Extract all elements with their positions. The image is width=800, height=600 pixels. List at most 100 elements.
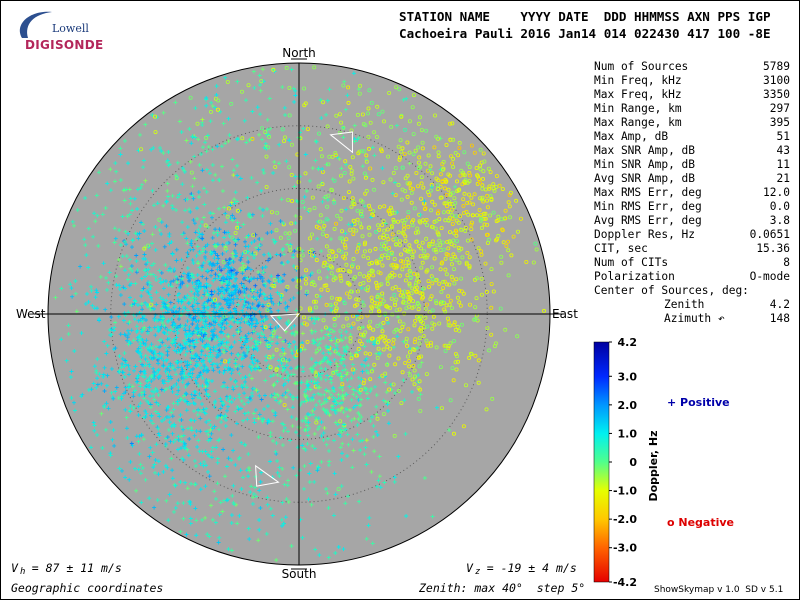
positive-source	[163, 325, 168, 330]
positive-source	[343, 392, 348, 397]
positive-source	[194, 253, 199, 258]
positive-source	[268, 296, 273, 301]
positive-source	[283, 390, 288, 395]
positive-source	[114, 385, 119, 390]
stat-label: Min Freq, kHz	[594, 74, 682, 87]
positive-source	[212, 256, 217, 261]
positive-source	[103, 307, 108, 312]
positive-source	[365, 396, 370, 401]
positive-source	[156, 367, 161, 372]
stat-label: Num of Sources	[594, 60, 689, 73]
positive-source	[123, 475, 128, 480]
positive-source	[308, 387, 313, 392]
positive-source	[162, 379, 167, 384]
positive-source	[222, 235, 227, 240]
positive-source	[281, 348, 286, 353]
positive-source	[191, 247, 196, 252]
positive-source	[193, 286, 198, 291]
stat-label: Min RMS Err, deg	[594, 200, 702, 213]
positive-source	[137, 451, 142, 456]
positive-source	[129, 328, 134, 333]
positive-source	[95, 432, 100, 437]
positive-source	[218, 361, 223, 366]
positive-source	[215, 352, 220, 357]
positive-source	[252, 420, 257, 425]
positive-source	[176, 437, 181, 442]
positive-source	[217, 427, 221, 432]
positive-source	[86, 299, 91, 304]
positive-source	[216, 276, 221, 281]
positive-source	[122, 375, 127, 379]
positive-source	[333, 341, 338, 346]
positive-source	[159, 232, 164, 237]
positive-source	[229, 299, 234, 304]
positive-source	[257, 412, 262, 417]
positive-source	[182, 369, 187, 374]
positive-source	[304, 399, 309, 403]
positive-source	[190, 331, 195, 336]
positive-source	[288, 242, 293, 247]
positive-source	[222, 276, 226, 281]
positive-source	[183, 352, 188, 357]
positive-source	[147, 496, 152, 501]
positive-source	[206, 469, 210, 474]
positive-source	[292, 249, 297, 253]
positive-source	[223, 211, 228, 216]
positive-source	[180, 380, 185, 385]
positive-source	[233, 291, 238, 296]
positive-source	[215, 365, 220, 370]
positive-source	[174, 381, 179, 386]
positive-source	[219, 329, 224, 334]
positive-source	[229, 400, 234, 405]
positive-source	[159, 324, 164, 329]
positive-source	[183, 384, 188, 389]
positive-source	[261, 327, 266, 332]
positive-source	[203, 484, 208, 489]
positive-source	[139, 355, 144, 359]
positive-source	[220, 251, 225, 256]
positive-source	[212, 301, 216, 306]
stat-value: 3350	[763, 88, 790, 101]
positive-source	[193, 326, 198, 331]
positive-source	[175, 327, 180, 332]
positive-source	[166, 268, 171, 273]
positive-source	[294, 308, 299, 313]
positive-source	[165, 332, 170, 337]
positive-source	[278, 335, 282, 340]
positive-source	[257, 300, 262, 305]
positive-source	[204, 276, 209, 281]
positive-source	[210, 317, 215, 322]
positive-source	[128, 459, 133, 464]
positive-source	[268, 430, 273, 435]
positive-source	[59, 337, 64, 342]
positive-source	[216, 291, 221, 296]
stat-label: Avg SNR Amp, dB	[594, 172, 696, 185]
positive-source	[207, 293, 211, 298]
positive-source	[182, 445, 187, 450]
positive-source	[221, 326, 226, 331]
positive-source	[305, 423, 310, 428]
positive-source	[147, 376, 152, 381]
positive-source	[201, 308, 206, 313]
colorbar	[593, 341, 610, 583]
positive-source	[340, 388, 345, 393]
positive-source	[317, 341, 322, 346]
positive-source	[214, 305, 219, 310]
positive-source	[122, 332, 127, 337]
positive-source	[221, 447, 226, 452]
positive-source	[147, 383, 152, 388]
positive-source	[152, 376, 156, 381]
positive-source	[199, 352, 204, 357]
stat-row: Avg SNR Amp, dB 21	[594, 172, 790, 186]
positive-source	[191, 340, 196, 345]
positive-source	[184, 408, 189, 413]
positive-source	[254, 321, 259, 326]
positive-source	[187, 362, 192, 367]
positive-source	[280, 393, 285, 398]
positive-source	[139, 294, 144, 299]
stat-row: Max SNR Amp, dB 43	[594, 144, 790, 158]
south-label: South	[282, 567, 317, 581]
positive-source	[199, 372, 204, 377]
positive-source	[186, 372, 191, 377]
positive-source	[208, 427, 213, 432]
